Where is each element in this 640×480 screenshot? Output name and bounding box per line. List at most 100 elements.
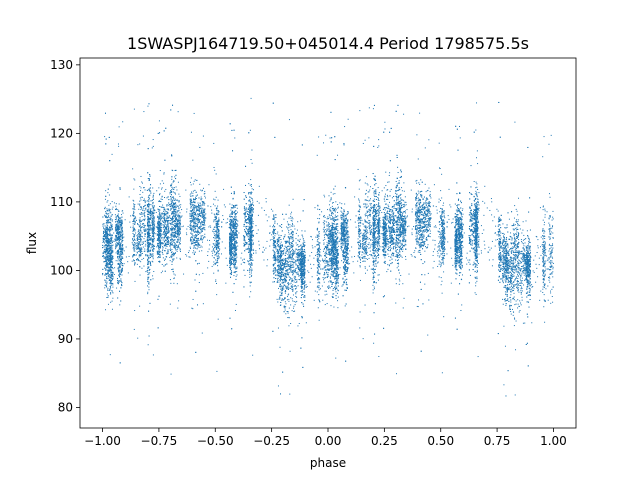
scatter-point (121, 223, 123, 225)
scatter-point (439, 228, 441, 230)
scatter-point (398, 237, 400, 239)
scatter-point (323, 226, 325, 228)
scatter-point (414, 226, 416, 228)
scatter-point (216, 255, 218, 257)
scatter-point (550, 302, 552, 304)
scatter-point (171, 178, 173, 180)
scatter-point (120, 227, 122, 229)
scatter-point (475, 211, 477, 213)
scatter-point (429, 217, 431, 219)
scatter-point (395, 215, 397, 217)
scatter-point (122, 249, 124, 251)
scatter-point (418, 218, 420, 220)
scatter-point (179, 227, 181, 229)
scatter-point (346, 225, 348, 227)
scatter-point (172, 259, 174, 261)
scatter-point (418, 230, 419, 232)
scatter-point (474, 242, 476, 244)
scatter-point (402, 221, 404, 223)
scatter-point (280, 241, 282, 243)
scatter-point (178, 220, 180, 222)
scatter-point (343, 239, 345, 241)
scatter-point (297, 246, 299, 248)
scatter-point (204, 209, 206, 211)
scatter-point (415, 192, 417, 194)
scatter-point (171, 244, 173, 246)
scatter-point (525, 261, 527, 263)
scatter-point (203, 208, 205, 210)
scatter-point (505, 227, 507, 229)
scatter-point (395, 208, 397, 210)
scatter-point (172, 204, 174, 206)
scatter-point (524, 238, 526, 240)
scatter-point (549, 238, 551, 240)
scatter-point (178, 237, 180, 239)
scatter-point (504, 264, 506, 266)
scatter-point (442, 220, 444, 222)
scatter-point (323, 194, 325, 196)
scatter-point (346, 240, 348, 242)
scatter-point (248, 183, 250, 185)
scatter-point (121, 222, 123, 224)
scatter-point (441, 208, 443, 210)
scatter-point (429, 232, 431, 234)
scatter-point (198, 282, 200, 284)
scatter-point (552, 271, 554, 273)
scatter-point (426, 224, 428, 226)
scatter-point (429, 230, 431, 232)
scatter-point (396, 208, 398, 210)
scatter-point (343, 256, 345, 258)
scatter-point (403, 113, 405, 115)
scatter-point (502, 244, 504, 246)
scatter-point (325, 269, 326, 271)
scatter-point (402, 238, 404, 240)
scatter-point (415, 211, 417, 213)
scatter-point (523, 257, 525, 259)
scatter-point (191, 215, 193, 217)
scatter-point (328, 248, 330, 250)
scatter-point (552, 210, 554, 212)
scatter-point (169, 245, 171, 247)
scatter-point (551, 273, 553, 275)
scatter-point (217, 225, 219, 227)
scatter-point (415, 198, 417, 200)
scatter-point (248, 261, 250, 263)
scatter-point (177, 307, 179, 309)
scatter-point (191, 201, 193, 203)
scatter-point (191, 243, 193, 245)
scatter-point (170, 200, 172, 202)
scatter-point (171, 239, 173, 241)
scatter-point (326, 261, 328, 263)
scatter-point (439, 237, 441, 239)
scatter-point (323, 142, 325, 144)
scatter-point (551, 250, 553, 252)
scatter-point (193, 211, 195, 213)
scatter-point (190, 227, 192, 229)
scatter-point (251, 227, 253, 229)
scatter-point (190, 225, 192, 227)
scatter-point (397, 213, 399, 215)
scatter-point (439, 216, 441, 218)
scatter-point (346, 221, 348, 223)
scatter-point (324, 260, 326, 262)
scatter-point (347, 230, 349, 232)
scatter-point (416, 237, 418, 239)
scatter-point (172, 170, 174, 172)
scatter-point (324, 277, 326, 279)
scatter-point (328, 287, 330, 289)
scatter-point (327, 286, 329, 288)
scatter-point (174, 225, 176, 227)
scatter-point (297, 266, 299, 268)
scatter-point (503, 239, 505, 241)
scatter-point (427, 189, 429, 191)
scatter-point (299, 259, 301, 261)
scatter-point (552, 301, 554, 303)
scatter-point (396, 263, 398, 264)
scatter-point (429, 193, 431, 195)
scatter-point (200, 210, 202, 212)
scatter-point (298, 322, 300, 324)
scatter-point (192, 199, 194, 201)
scatter-point (502, 269, 504, 271)
scatter-point (329, 217, 331, 219)
scatter-point (396, 246, 398, 248)
